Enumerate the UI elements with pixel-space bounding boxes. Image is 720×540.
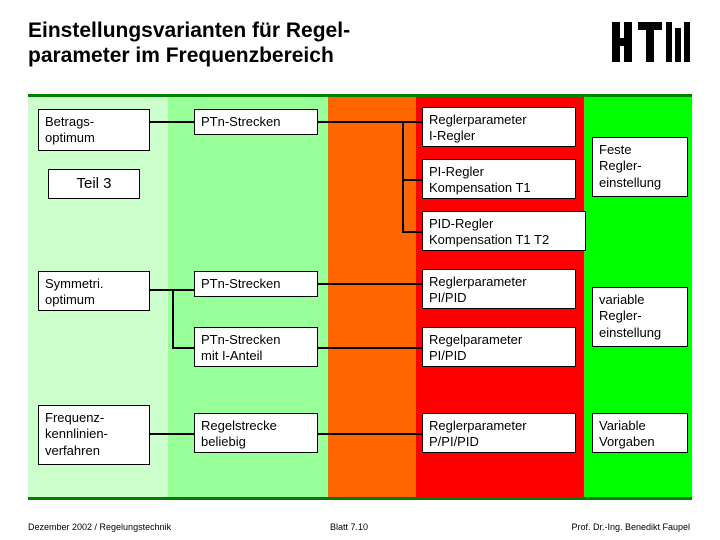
box-b16: ReglerparameterP/PI/PID [422,413,576,453]
connector-7 [172,347,194,349]
box-b11: ReglerparameterPI/PID [422,269,576,309]
page-title: Einstellungsvarianten für Regel- paramet… [28,18,350,68]
box-b10: PTn-Streckenmit I-Anteil [194,327,318,367]
box-b5: PI-ReglerKompensation T1 [422,159,576,199]
footer-center: Blatt 7.10 [330,522,368,532]
htw-logo [612,22,690,67]
connector-3 [402,179,422,181]
connector-1 [318,121,422,123]
connector-10 [150,433,194,435]
connector-6 [172,289,174,347]
box-b6: PID-ReglerKompensation T1 T2 [422,211,586,251]
box-b7: FesteRegler-einstellung [592,137,688,197]
box-b15: Regelstreckebeliebig [194,413,318,453]
title-line2: parameter im Frequenzbereich [28,44,334,67]
box-b9: PTn-Strecken [194,271,318,297]
box-b13: variableRegler-einstellung [592,287,688,347]
connector-9 [318,347,422,349]
connector-0 [150,121,194,123]
box-b12: RegelparameterPI/PID [422,327,576,367]
box-b1: Betrags-optimum [38,109,150,151]
footer-right: Prof. Dr.-Ing. Benedikt Faupel [571,522,690,532]
box-b14: Frequenz-kennlinien-verfahren [38,405,150,465]
connector-2 [402,121,404,231]
connector-4 [402,231,422,233]
box-b2: Teil 3 [48,169,140,199]
box-b17: VariableVorgaben [592,413,688,453]
box-b4: ReglerparameterI-Regler [422,107,576,147]
connector-11 [318,433,422,435]
box-b8: Symmetri.optimum [38,271,150,311]
box-b3: PTn-Strecken [194,109,318,135]
diagram-stage: Betrags-optimum Teil 3 PTn-Strecken Reglerp… [28,94,692,500]
footer-left: Dezember 2002 / Regelungstechnik [28,522,171,532]
title-line1: Einstellungsvarianten für Regel- [28,19,350,42]
connector-8 [318,283,422,285]
